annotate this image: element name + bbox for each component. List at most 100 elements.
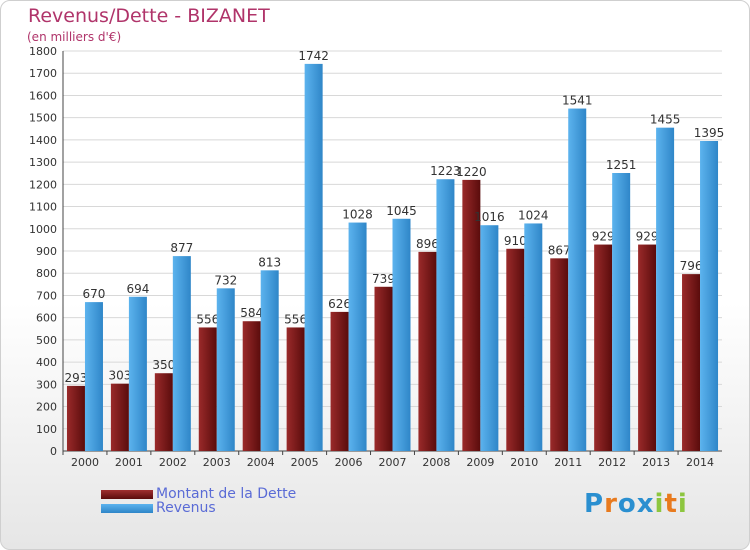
bar-revenus bbox=[260, 270, 279, 451]
bar-dette bbox=[66, 385, 85, 451]
bar-dette bbox=[154, 373, 173, 451]
logo-letter: r bbox=[604, 489, 618, 519]
logo-letter: t bbox=[664, 489, 678, 519]
x-tick-label: 2009 bbox=[466, 456, 494, 469]
x-tick-label: 2014 bbox=[686, 456, 714, 469]
y-tick-label: 500 bbox=[36, 334, 57, 347]
data-label: 1016 bbox=[474, 210, 505, 224]
y-tick-label: 1400 bbox=[29, 134, 57, 147]
data-label: 1455 bbox=[650, 113, 681, 127]
bar-dette bbox=[638, 244, 657, 451]
data-label: 1045 bbox=[386, 204, 417, 218]
bar-revenus bbox=[524, 223, 543, 451]
data-label: 1028 bbox=[342, 208, 373, 222]
logo-letter: P bbox=[584, 489, 605, 519]
data-label: 732 bbox=[214, 273, 237, 287]
logo-letter: x bbox=[636, 489, 655, 519]
proxiti-logo: Proxiti bbox=[584, 489, 688, 519]
x-tick-label: 2013 bbox=[642, 456, 670, 469]
x-tick-label: 2008 bbox=[422, 456, 450, 469]
bar-revenus bbox=[128, 296, 147, 451]
y-tick-label: 1700 bbox=[29, 67, 57, 80]
y-tick-label: 900 bbox=[36, 245, 57, 258]
y-tick-label: 100 bbox=[36, 423, 57, 436]
bar-dette bbox=[682, 274, 701, 451]
y-tick-label: 300 bbox=[36, 378, 57, 391]
data-label: 556 bbox=[196, 312, 219, 326]
x-tick-label: 2012 bbox=[598, 456, 626, 469]
bar-dette bbox=[330, 311, 349, 451]
y-tick-label: 800 bbox=[36, 267, 57, 280]
data-label: 867 bbox=[548, 243, 571, 257]
data-label: 1395 bbox=[694, 126, 725, 140]
x-tick-label: 2002 bbox=[159, 456, 187, 469]
data-label: 303 bbox=[108, 369, 131, 383]
x-tick-label: 2011 bbox=[554, 456, 582, 469]
x-tick-label: 2006 bbox=[335, 456, 363, 469]
y-tick-label: 1500 bbox=[29, 112, 57, 125]
bar-revenus bbox=[568, 108, 587, 452]
data-label: 796 bbox=[680, 259, 703, 273]
bar-dette bbox=[286, 327, 305, 451]
x-tick-label: 2000 bbox=[71, 456, 99, 469]
data-label: 350 bbox=[152, 358, 175, 372]
bar-revenus bbox=[436, 179, 455, 451]
data-label: 739 bbox=[372, 272, 395, 286]
data-label: 896 bbox=[416, 237, 439, 251]
logo-letter: i bbox=[654, 489, 665, 519]
legend-swatch-revenus bbox=[101, 504, 153, 513]
bar-revenus bbox=[84, 302, 103, 451]
data-label: 1220 bbox=[456, 165, 487, 179]
legend-label-revenus: Revenus bbox=[156, 500, 216, 516]
x-tick-label: 2004 bbox=[247, 456, 275, 469]
data-label: 929 bbox=[592, 230, 615, 244]
y-tick-label: 1300 bbox=[29, 156, 57, 169]
bar-revenus bbox=[480, 225, 499, 451]
y-tick-label: 400 bbox=[36, 356, 57, 369]
bar-revenus bbox=[348, 222, 367, 451]
bar-revenus bbox=[216, 288, 235, 451]
legend-swatch-dette bbox=[101, 490, 153, 499]
data-label: 584 bbox=[240, 306, 263, 320]
bar-dette bbox=[374, 286, 393, 451]
data-label: 670 bbox=[83, 287, 106, 301]
bar-dette bbox=[418, 251, 437, 451]
data-label: 1742 bbox=[298, 49, 329, 63]
bar-revenus bbox=[304, 63, 323, 452]
x-tick-label: 2007 bbox=[379, 456, 407, 469]
y-tick-label: 600 bbox=[36, 312, 57, 325]
data-label: 910 bbox=[504, 234, 527, 248]
y-tick-label: 1800 bbox=[29, 45, 57, 58]
bar-dette bbox=[594, 244, 613, 451]
y-tick-label: 0 bbox=[50, 445, 57, 458]
x-tick-label: 2010 bbox=[510, 456, 538, 469]
bar-revenus bbox=[656, 127, 675, 452]
bar-revenus bbox=[392, 218, 411, 451]
y-tick-label: 1600 bbox=[29, 89, 57, 102]
bar-dette bbox=[110, 383, 129, 451]
data-label: 626 bbox=[328, 297, 351, 311]
data-label: 556 bbox=[284, 312, 307, 326]
bar-dette bbox=[242, 321, 261, 451]
bar-revenus bbox=[172, 256, 191, 451]
chart-subtitle: (en milliers d'€) bbox=[27, 30, 122, 44]
data-label: 1024 bbox=[518, 208, 549, 222]
data-label: 877 bbox=[170, 241, 193, 255]
logo-letter: i bbox=[677, 489, 688, 519]
chart-title: Revenus/Dette - BIZANET bbox=[28, 5, 270, 27]
x-tick-label: 2003 bbox=[203, 456, 231, 469]
bar-dette bbox=[198, 327, 217, 451]
data-label: 1223 bbox=[430, 164, 461, 178]
logo-letter: o bbox=[617, 489, 637, 519]
data-label: 293 bbox=[65, 371, 88, 385]
bar-dette bbox=[506, 248, 525, 451]
y-tick-label: 1000 bbox=[29, 223, 57, 236]
x-tick-label: 2001 bbox=[115, 456, 143, 469]
bar-dette bbox=[462, 179, 481, 451]
legend-label-dette: Montant de la Dette bbox=[156, 486, 297, 502]
bar-revenus bbox=[612, 173, 631, 451]
y-tick-label: 1100 bbox=[29, 201, 57, 214]
bar-dette bbox=[550, 258, 569, 451]
